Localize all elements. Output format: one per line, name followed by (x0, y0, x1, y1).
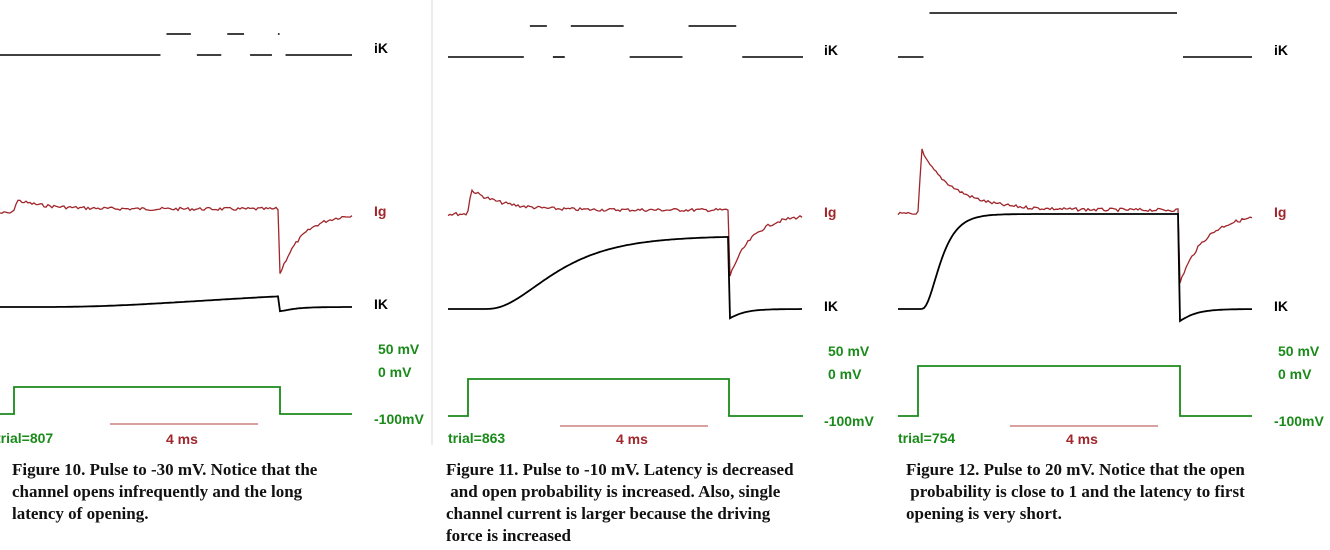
voltage-label-0mv: 0 mV (1278, 366, 1312, 382)
caption-line: and open probability is increased. Also,… (446, 482, 781, 501)
caption-line: Figure 10. Pulse to -30 mV. Notice that … (12, 460, 318, 479)
label-ik-single: iK (824, 42, 838, 58)
voltage-pulse-trace (898, 365, 1252, 417)
time-scale-label: 4 ms (166, 431, 198, 447)
caption-line: force is increased (446, 526, 571, 545)
voltage-label-0mv: 0 mV (828, 366, 862, 382)
label-ig: Ig (374, 203, 386, 219)
caption-line: Figure 12. Pulse to 20 mV. Notice that t… (906, 460, 1245, 479)
caption-line: probability is close to 1 and the latenc… (906, 482, 1245, 501)
label-ik-macroscopic: IK (824, 298, 838, 314)
figure-panel-10: iK Ig IK 50 mV 0 mV -100mV trial=807 4 ms (0, 33, 424, 447)
caption-line: channel opens infrequently and the long (12, 482, 303, 501)
trial-label: trial=807 (0, 430, 53, 446)
time-scale-label: 4 ms (1066, 431, 1098, 447)
ig-gating-current-trace (447, 188, 803, 277)
caption-line: latency of opening. (12, 504, 149, 523)
ik-macroscopic-trace (898, 213, 1252, 323)
voltage-label-minus-100mv: -100mV (824, 413, 874, 429)
label-ik-macroscopic: IK (374, 296, 388, 312)
voltage-pulse-trace (448, 378, 803, 417)
ig-gating-current-trace (0, 199, 353, 274)
figure-panel-12: iK Ig IK 50 mV 0 mV -100mV trial=754 4 ms (897, 12, 1324, 447)
voltage-label-minus-100mv: -100mV (374, 411, 424, 427)
trial-label: trial=863 (448, 430, 505, 446)
ik-macroscopic-trace (448, 235, 802, 320)
label-ik-single: iK (374, 40, 388, 56)
trial-label: trial=754 (898, 430, 955, 446)
voltage-label-0mv: 0 mV (378, 364, 412, 380)
voltage-label-50mv: 50 mV (378, 341, 420, 357)
label-ik-macroscopic: IK (1274, 298, 1288, 314)
caption-line: Figure 11. Pulse to -10 mV. Latency is d… (446, 460, 794, 479)
voltage-label-minus-100mv: -100mV (1274, 413, 1324, 429)
voltage-label-50mv: 50 mV (828, 343, 870, 359)
ik-macroscopic-trace (0, 295, 352, 313)
voltage-label-50mv: 50 mV (1278, 343, 1320, 359)
label-ik-single: iK (1274, 42, 1288, 58)
caption-figure-10: Figure 10. Pulse to -30 mV. Notice that … (12, 459, 432, 525)
caption-figure-12: Figure 12. Pulse to 20 mV. Notice that t… (906, 459, 1326, 525)
caption-line: opening is very short. (906, 504, 1062, 523)
label-ig: Ig (824, 204, 836, 220)
caption-figure-11: Figure 11. Pulse to -10 mV. Latency is d… (446, 459, 886, 547)
time-scale-label: 4 ms (616, 431, 648, 447)
voltage-pulse-trace (0, 386, 352, 415)
figure-panel-11: iK Ig IK 50 mV 0 mV -100mV trial=863 4 ms (447, 25, 874, 447)
caption-line: channel current is larger because the dr… (446, 504, 771, 523)
label-ig: Ig (1274, 204, 1286, 220)
ig-gating-current-trace (897, 148, 1253, 284)
patch-clamp-figures: iK Ig IK 50 mV 0 mV -100mV trial=807 4 ms iK Ig IK… (0, 0, 1324, 447)
